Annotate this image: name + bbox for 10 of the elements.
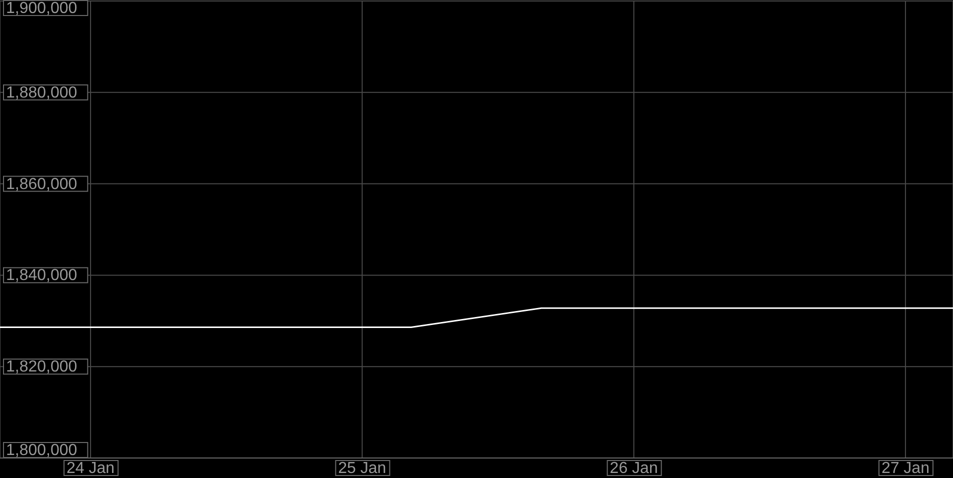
y-tick-label: 1,880,000 [6, 84, 78, 102]
y-tick-label: 1,800,000 [6, 442, 78, 459]
y-tick-label: 1,860,000 [6, 176, 78, 193]
y-tick-label: 1,820,000 [6, 358, 78, 376]
x-tick-label: 24 Jan [66, 460, 115, 477]
y-tick-label: 1,900,000 [6, 0, 78, 17]
x-tick-label: 26 Jan [610, 460, 658, 477]
y-tick-label: 1,840,000 [6, 267, 78, 284]
x-tick-label: 27 Jan [881, 460, 930, 477]
x-tick-label: 25 Jan [338, 460, 386, 477]
